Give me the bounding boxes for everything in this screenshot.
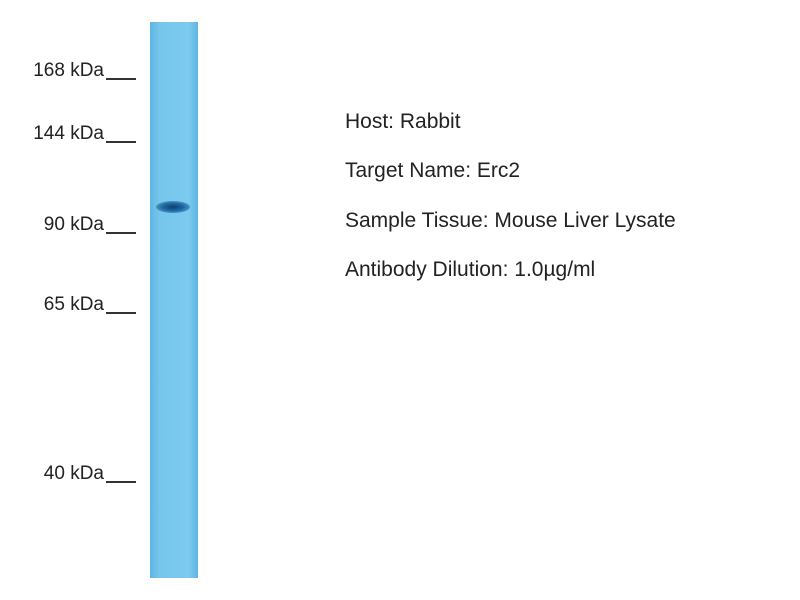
marker-90: 90 kDa [0,214,140,238]
marker-tick [106,312,136,314]
info-dilution: Antibody Dilution: 1.0µg/ml [345,258,596,281]
marker-label: 144 kDa [33,123,104,144]
info-host: Host: Rabbit [345,110,461,133]
marker-tick [106,141,136,143]
marker-label: 65 kDa [43,294,104,315]
marker-168: 168 kDa [0,60,140,84]
marker-label: 90 kDa [43,214,104,235]
marker-tick [106,78,136,80]
marker-tick [106,232,136,234]
marker-40: 40 kDa [0,463,140,487]
marker-tick [106,481,136,483]
info-sample: Sample Tissue: Mouse Liver Lysate [345,209,676,232]
marker-label: 168 kDa [33,60,104,81]
protein-band [156,201,190,213]
marker-65: 65 kDa [0,294,140,318]
blot-lane [150,22,198,578]
info-target: Target Name: Erc2 [345,159,521,182]
marker-144: 144 kDa [0,123,140,147]
marker-label: 40 kDa [43,463,104,484]
